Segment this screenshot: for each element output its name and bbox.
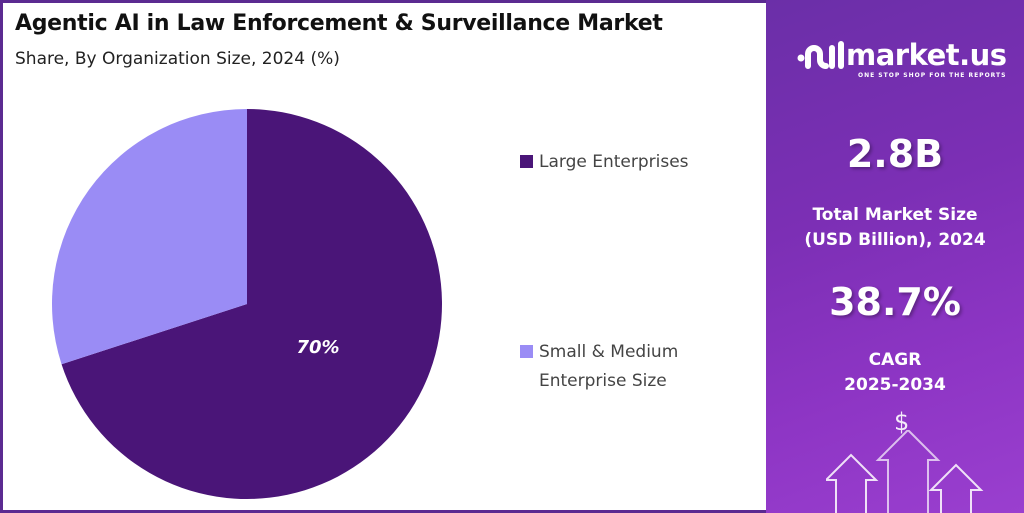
dollar-icon: $ [894,408,910,436]
brand-logo: market.us [796,38,1007,72]
cagr-label: CAGR [868,350,922,370]
cagr-value: 38.7% [829,280,961,324]
cagr-period: 2025-2034 [844,375,946,395]
legend-item-sme: Small & Medium Enterprise Size [520,338,678,396]
market-size-label-2: (USD Billion), 2024 [804,230,986,250]
summary-sidebar: market.us ONE STOP SHOP FOR THE REPORTS … [766,0,1024,513]
legend-swatch [520,155,533,168]
legend-item-large: Large Enterprises [520,148,689,177]
pie-slice-1 [51,109,247,365]
pie-data-label: 70% [296,337,339,358]
chart-title: Agentic AI in Law Enforcement & Surveill… [15,11,663,36]
pie-chart: 70% [51,109,443,499]
market-size-value: 2.8B [846,132,944,176]
legend-swatch [520,345,533,358]
legend-label-2: Enterprise Size [539,371,667,391]
pie-slice-0 [61,109,443,499]
chart-subtitle: Share, By Organization Size, 2024 (%) [15,49,340,69]
legend-label: Large Enterprises [539,152,689,172]
growth-arrows-icon [826,430,984,513]
legend-label: Small & Medium [539,342,679,362]
brand-tagline: ONE STOP SHOP FOR THE REPORTS [858,72,1007,79]
market-us-logo-icon [797,41,844,69]
brand-name: market.us [846,38,1007,72]
market-size-label: Total Market Size [812,205,978,225]
